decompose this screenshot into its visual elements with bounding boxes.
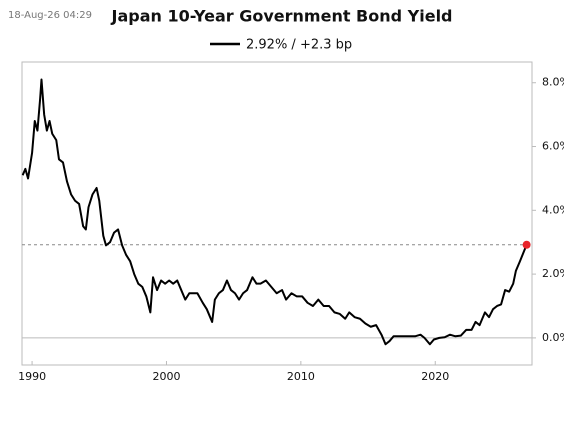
chart-title: Japan 10-Year Government Bond Yield [110, 7, 452, 26]
series-line [21, 78, 528, 346]
x-tick-label: 2010 [287, 370, 315, 383]
last-point [522, 240, 531, 249]
y-tick-label: 6.0% [542, 140, 564, 153]
timestamp: 18-Aug-26 04:29 [8, 10, 92, 21]
y-tick-label: 4.0% [542, 203, 564, 216]
y-tick-label: 8.0% [542, 76, 564, 89]
y-tick-label: 0.0% [542, 331, 564, 344]
y-tick-label: 2.0% [542, 267, 564, 280]
legend-label: 2.92% / +2.3 bp [246, 38, 352, 53]
plot-frame [21, 61, 533, 366]
x-tick-label: 1990 [18, 370, 46, 383]
x-tick-label: 2000 [152, 370, 180, 383]
x-tick-label: 2020 [421, 370, 449, 383]
